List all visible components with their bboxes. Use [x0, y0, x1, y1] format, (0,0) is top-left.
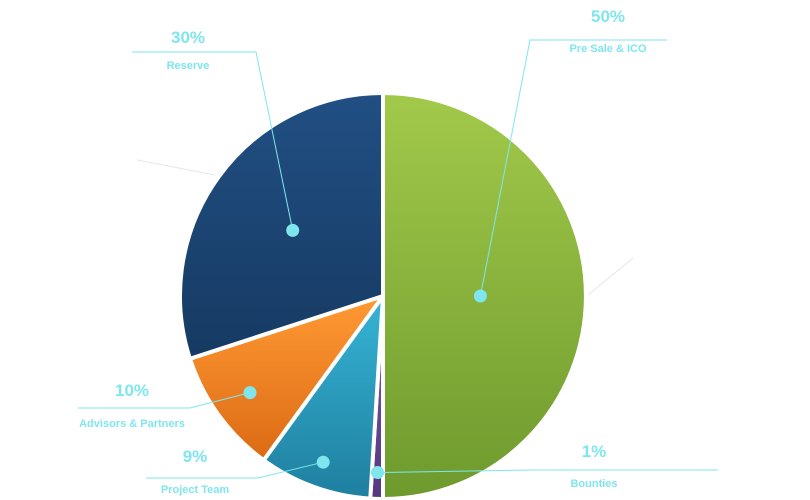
- category-label-reserve: Reserve: [167, 60, 210, 72]
- pie-slices: [178, 91, 588, 500]
- marker-dot-project-team: [316, 455, 330, 469]
- decorative-line: [136, 159, 216, 176]
- pie-slice-reserve: [178, 91, 385, 361]
- leader-line-reserve: [132, 51, 294, 231]
- category-label-pre-sale-ico: Pre Sale & ICO: [569, 43, 646, 55]
- category-label-advisors-partners: Advisors & Partners: [79, 418, 185, 430]
- pie-slice-advisors-partners: [187, 294, 385, 463]
- value-label-bounties: 1%: [582, 442, 607, 461]
- leader-line-project-team: [146, 461, 324, 479]
- leader-line-advisors-partners: [78, 392, 251, 409]
- marker-dot-advisors-partners: [243, 386, 257, 400]
- leader-line-bounties: [377, 469, 718, 473]
- pie-labels: 50% Pre Sale & ICO 1% Bounties 9% Project Tea…: [79, 7, 647, 496]
- marker-dot-bounties: [371, 466, 384, 479]
- leader-line-pre-sale-ico: [479, 39, 667, 297]
- category-label-bounties: Bounties: [570, 478, 617, 490]
- value-label-project-team: 9%: [183, 447, 208, 466]
- pie-annotations: [78, 39, 718, 479]
- value-label-advisors-partners: 10%: [115, 381, 149, 400]
- decorative-line: [587, 257, 634, 296]
- marker-dot-pre-sale-ico: [473, 289, 487, 303]
- value-label-reserve: 30%: [171, 28, 205, 47]
- value-label-pre-sale-ico: 50%: [591, 7, 625, 26]
- category-label-project-team: Project Team: [161, 484, 229, 496]
- marker-dot-reserve: [286, 223, 300, 237]
- pie-slice-project-team: [261, 294, 385, 500]
